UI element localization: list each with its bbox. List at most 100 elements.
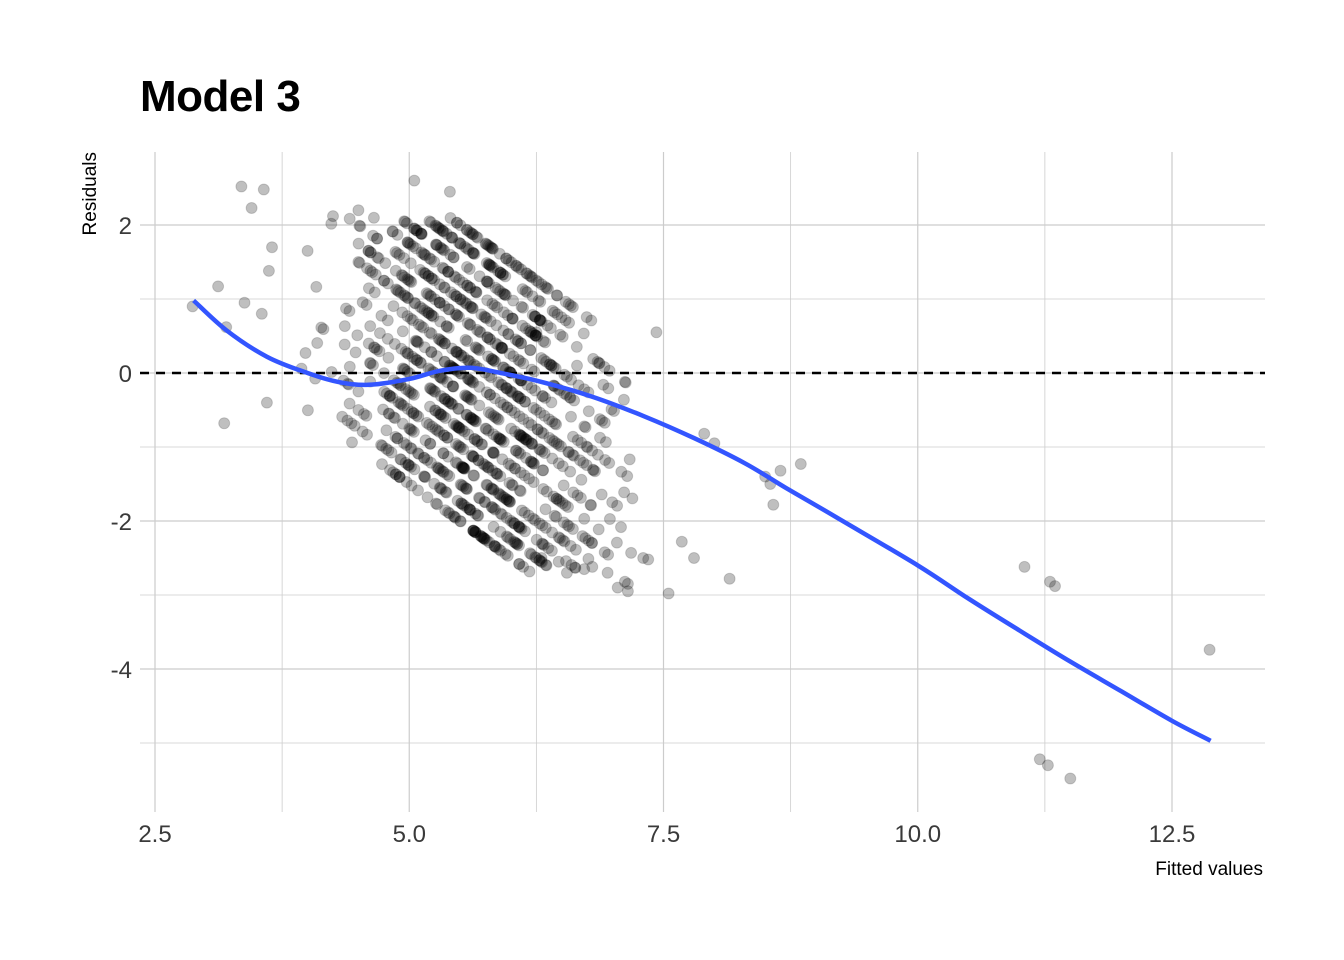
data-point bbox=[533, 554, 546, 567]
data-point bbox=[471, 231, 484, 244]
data-point bbox=[400, 476, 413, 488]
data-point bbox=[471, 434, 483, 447]
data-point bbox=[581, 441, 594, 454]
data-point bbox=[402, 292, 415, 305]
data-point bbox=[459, 482, 472, 494]
data-point bbox=[418, 451, 430, 464]
data-point bbox=[586, 463, 599, 476]
data-point bbox=[571, 359, 583, 372]
data-point bbox=[460, 408, 473, 421]
data-point bbox=[592, 523, 605, 536]
data-point bbox=[457, 443, 470, 456]
data-point bbox=[423, 252, 436, 265]
data-point bbox=[455, 497, 468, 510]
data-point bbox=[393, 470, 406, 483]
data-point bbox=[505, 422, 518, 435]
data-point bbox=[387, 411, 400, 424]
data-point bbox=[435, 242, 448, 255]
data-point bbox=[482, 461, 495, 474]
data-point bbox=[429, 404, 441, 417]
data-point bbox=[480, 275, 493, 288]
data-point bbox=[531, 330, 544, 343]
data-point bbox=[536, 538, 549, 551]
data-point bbox=[585, 536, 598, 549]
data-point bbox=[500, 530, 513, 543]
data-point bbox=[492, 432, 505, 445]
data-point bbox=[404, 423, 417, 436]
data-point bbox=[386, 391, 399, 404]
data-point bbox=[540, 559, 553, 572]
data-point bbox=[440, 320, 453, 333]
data-point bbox=[514, 429, 527, 442]
data-point bbox=[467, 524, 480, 537]
data-point bbox=[662, 587, 675, 600]
data-point bbox=[531, 423, 544, 436]
data-point bbox=[513, 539, 525, 552]
data-point bbox=[448, 270, 461, 283]
x-tick-label: 2.5 bbox=[138, 821, 171, 848]
data-point bbox=[442, 265, 455, 278]
data-point bbox=[555, 311, 568, 324]
data-point bbox=[539, 391, 552, 404]
data-point bbox=[519, 285, 532, 297]
data-point bbox=[486, 446, 499, 459]
data-point bbox=[469, 507, 482, 520]
data-point bbox=[545, 359, 558, 372]
data-point bbox=[444, 397, 457, 410]
data-point bbox=[480, 478, 493, 491]
data-point bbox=[522, 509, 535, 522]
data-point bbox=[524, 455, 537, 468]
data-point bbox=[576, 530, 589, 543]
data-point bbox=[575, 473, 588, 486]
data-point bbox=[432, 221, 445, 234]
data-point bbox=[433, 481, 446, 494]
data-point bbox=[399, 456, 412, 469]
data-point bbox=[512, 390, 525, 403]
data-point bbox=[450, 290, 463, 303]
data-point bbox=[513, 520, 526, 533]
data-point bbox=[491, 412, 504, 425]
data-point bbox=[595, 488, 608, 501]
data-point bbox=[471, 323, 484, 336]
data-point bbox=[450, 419, 462, 432]
data-point bbox=[301, 244, 314, 257]
data-point bbox=[447, 251, 460, 264]
data-point bbox=[487, 354, 500, 367]
data-point bbox=[395, 269, 408, 281]
data-point bbox=[504, 459, 517, 472]
data-point bbox=[481, 238, 494, 251]
data-point bbox=[438, 300, 451, 312]
data-point bbox=[470, 342, 483, 355]
data-point bbox=[509, 536, 522, 549]
data-point bbox=[603, 457, 616, 469]
data-point bbox=[373, 345, 386, 358]
data-point bbox=[356, 425, 369, 438]
data-point bbox=[393, 471, 406, 484]
data-point bbox=[472, 343, 485, 356]
data-point bbox=[560, 555, 572, 568]
data-point bbox=[441, 431, 454, 444]
data-point bbox=[385, 446, 398, 459]
data-point bbox=[455, 497, 468, 510]
data-point bbox=[467, 450, 480, 463]
x-tick-label: 5.0 bbox=[393, 821, 426, 848]
data-point bbox=[518, 506, 531, 519]
data-point bbox=[440, 227, 453, 240]
data-point bbox=[394, 453, 407, 466]
data-point bbox=[433, 296, 446, 309]
data-point bbox=[688, 552, 700, 564]
data-point bbox=[587, 352, 600, 365]
data-point bbox=[405, 442, 418, 455]
data-point bbox=[425, 253, 437, 266]
data-point bbox=[475, 308, 488, 321]
data-point bbox=[577, 456, 590, 469]
data-point bbox=[549, 362, 562, 375]
data-point bbox=[520, 434, 533, 446]
data-point bbox=[404, 442, 417, 454]
data-point bbox=[383, 389, 396, 402]
data-point bbox=[475, 530, 488, 543]
data-point bbox=[441, 431, 454, 444]
data-point bbox=[444, 248, 457, 261]
data-point bbox=[1018, 560, 1031, 573]
data-point bbox=[490, 430, 503, 443]
